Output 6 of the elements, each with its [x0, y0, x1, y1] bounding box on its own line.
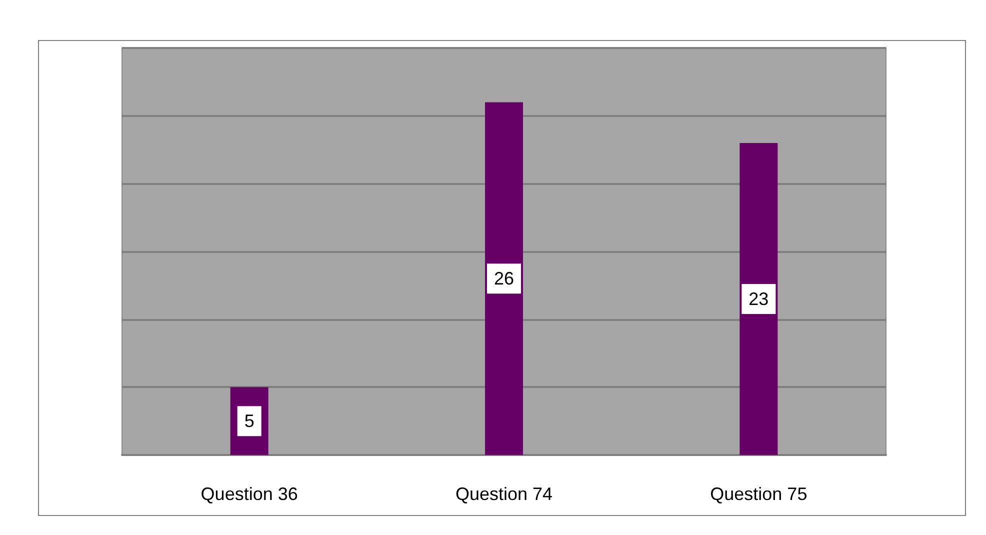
- x-tick-label: Question 74: [455, 484, 553, 504]
- data-label: 26: [494, 268, 514, 289]
- x-tick-label: Question 75: [710, 484, 808, 504]
- x-tick-label: Question 36: [200, 484, 298, 504]
- data-label: 23: [748, 288, 769, 309]
- data-label: 5: [244, 411, 254, 432]
